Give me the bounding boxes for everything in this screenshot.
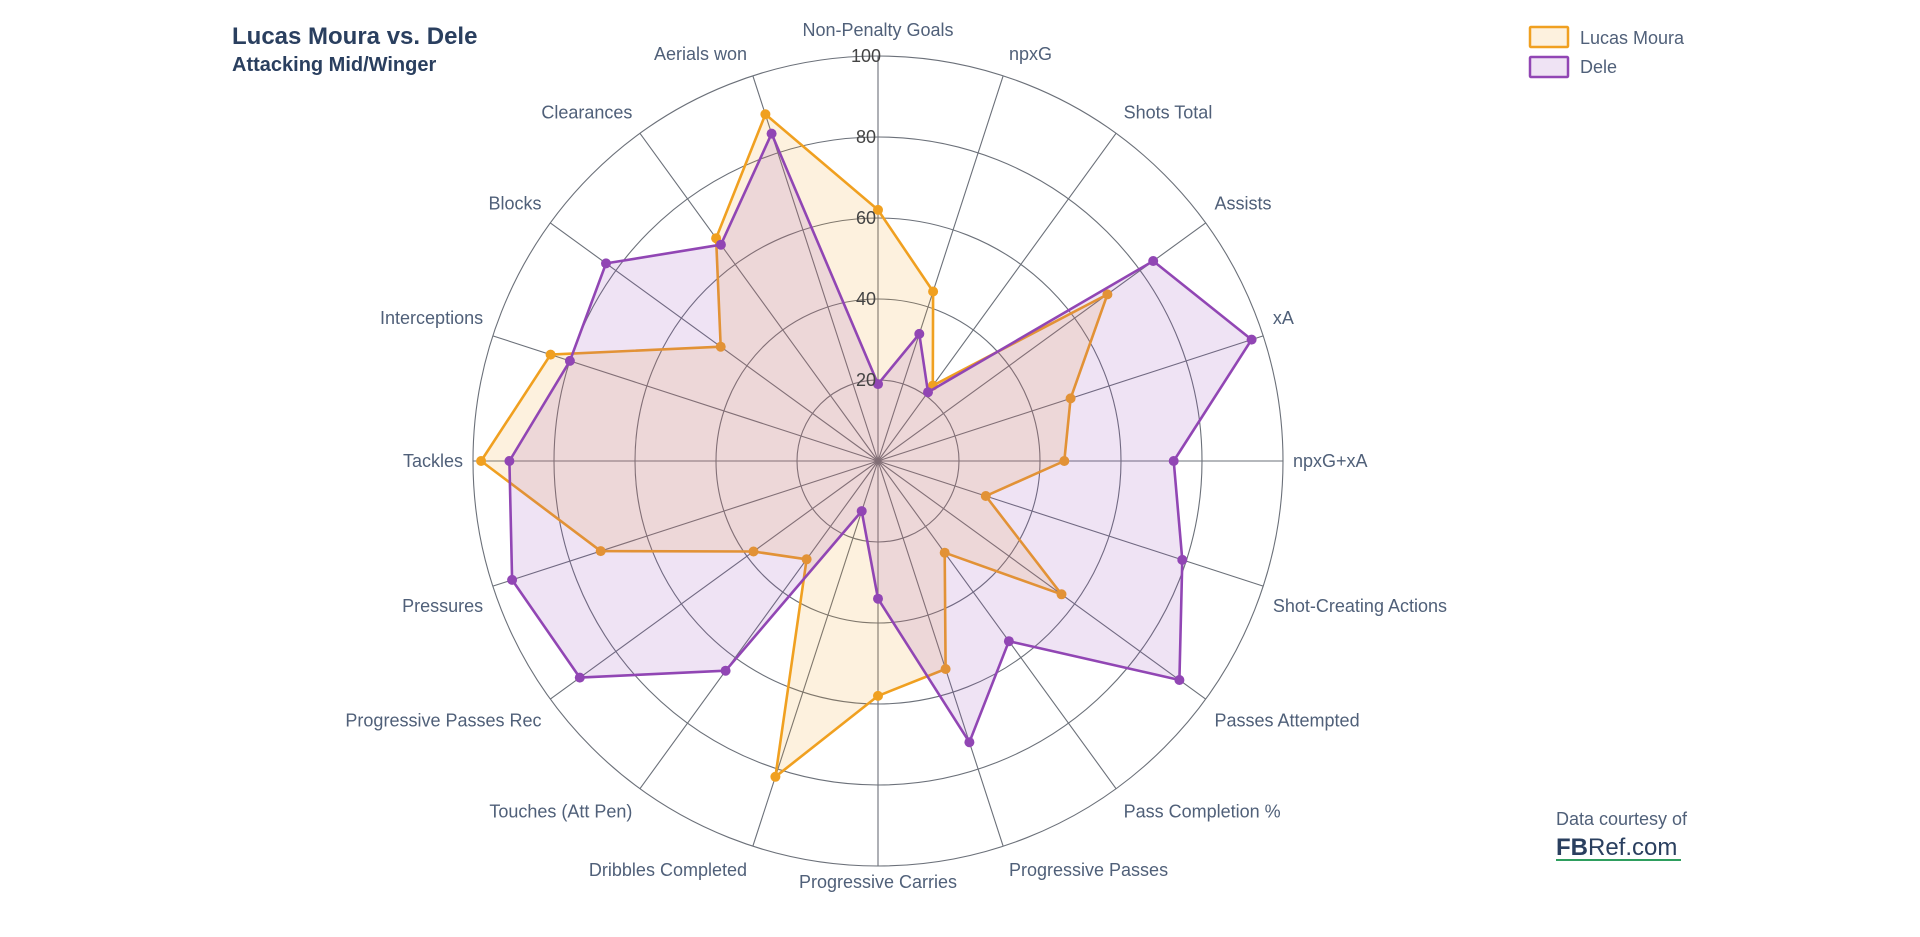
category-label-tackles: Tackles <box>403 451 463 471</box>
chart-subtitle: Attacking Mid/Winger <box>232 54 436 76</box>
data-credit: Data courtesy of FBRef.com <box>1556 809 1688 861</box>
series-lucas-moura <box>476 109 1113 782</box>
point-dele-assists[interactable] <box>1148 256 1159 266</box>
category-label-assists: Assists <box>1215 193 1272 213</box>
tick-label-80: 80 <box>856 127 876 147</box>
category-label-pass-completion: Pass Completion % <box>1124 802 1281 822</box>
spoke-pressures <box>492 460 879 587</box>
point-lucas-moura-pressures[interactable] <box>595 546 606 557</box>
category-label-progressive-passes: Progressive Passes <box>1009 860 1168 880</box>
legend-item-dele[interactable]: Dele <box>1528 55 1617 79</box>
credit-line: Data courtesy of <box>1556 809 1688 829</box>
spoke-passes-attempted <box>877 460 1206 700</box>
category-label-pressures: Pressures <box>402 596 483 616</box>
legend-label-dele: Dele <box>1580 57 1617 77</box>
spoke-npxg <box>877 75 1004 462</box>
series-dele <box>504 128 1257 748</box>
spoke-dribbles-completed <box>752 460 879 847</box>
category-label-passes-attempted: Passes Attempted <box>1215 711 1360 731</box>
point-lucas-moura-tackles[interactable] <box>476 456 487 466</box>
category-label-shot-creating-actions: Shot-Creating Actions <box>1273 596 1447 616</box>
point-lucas-moura-xa[interactable] <box>1065 393 1076 404</box>
point-dele-pass-completion[interactable] <box>1003 636 1014 647</box>
point-lucas-moura-assists[interactable] <box>1102 289 1113 300</box>
point-dele-npxg-xa[interactable] <box>1168 456 1179 466</box>
category-label-progressive-passes-rec: Progressive Passes Rec <box>345 711 541 731</box>
spoke-progressive-passes <box>877 460 1004 847</box>
category-label-progressive-carries: Progressive Carries <box>799 872 957 892</box>
spoke-shot-creating-actions <box>877 460 1264 587</box>
radial-tick-labels: 20 40 60 80 100 <box>851 46 881 390</box>
tick-label-60: 60 <box>856 208 876 228</box>
category-label-npxg: npxG <box>1009 44 1052 64</box>
point-lucas-moura-interceptions[interactable] <box>545 349 556 360</box>
point-lucas-moura-progressive-carries[interactable] <box>873 690 883 701</box>
point-dele-touches-att-pen[interactable] <box>720 665 731 676</box>
point-dele-shots-total[interactable] <box>923 387 933 398</box>
tick-label-100: 100 <box>851 46 881 66</box>
point-lucas-moura-touches-att-pen[interactable] <box>801 554 812 565</box>
point-dele-clearances[interactable] <box>715 239 726 250</box>
spoke-interceptions <box>492 335 879 462</box>
legend-item-lucas-moura[interactable]: Lucas Moura <box>1528 25 1685 49</box>
category-label-interceptions: Interceptions <box>380 308 483 328</box>
point-lucas-moura-blocks[interactable] <box>715 341 726 352</box>
category-label-dribbles-completed: Dribbles Completed <box>589 860 747 880</box>
point-dele-passes-attempted[interactable] <box>1174 675 1185 685</box>
spoke-pass-completion <box>877 460 1117 789</box>
point-lucas-moura-progressive-passes[interactable] <box>940 664 951 674</box>
category-label-blocks: Blocks <box>488 193 541 213</box>
legend-label-lucas-moura: Lucas Moura <box>1580 28 1685 48</box>
point-lucas-moura-non-penalty-goals[interactable] <box>873 204 883 215</box>
chart-title: Lucas Moura vs. Dele <box>232 23 477 50</box>
point-dele-blocks[interactable] <box>601 258 611 269</box>
point-dele-pressures[interactable] <box>507 574 518 585</box>
category-label-clearances: Clearances <box>541 103 632 123</box>
point-dele-xa[interactable] <box>1246 334 1257 345</box>
category-label-xa: xA <box>1273 308 1294 328</box>
spoke-clearances <box>639 133 879 462</box>
tick-label-20: 20 <box>856 370 876 390</box>
point-lucas-moura-npxg[interactable] <box>928 286 939 297</box>
category-labels: Non-Penalty Goals npxG Shots Total Assists x… <box>345 20 1447 892</box>
legend-swatch-lucas-moura <box>1528 25 1570 49</box>
point-dele-interceptions[interactable] <box>564 355 575 366</box>
category-label-npxg-xa: npxG+xA <box>1293 451 1368 471</box>
point-dele-aerials-won[interactable] <box>766 128 777 139</box>
category-label-aerials-won: Aerials won <box>654 44 747 64</box>
category-label-non-penalty-goals: Non-Penalty Goals <box>802 20 953 40</box>
point-dele-dribbles-completed[interactable] <box>856 506 867 517</box>
point-dele-tackles[interactable] <box>504 456 515 466</box>
point-lucas-moura-aerials-won[interactable] <box>760 109 771 120</box>
point-dele-non-penalty-goals[interactable] <box>873 379 883 390</box>
point-lucas-moura-pass-completion[interactable] <box>939 547 950 558</box>
category-label-shots-total: Shots Total <box>1124 103 1213 123</box>
point-dele-progressive-passes[interactable] <box>964 737 975 748</box>
spoke-shots-total <box>877 133 1117 462</box>
point-lucas-moura-npxg-xa[interactable] <box>1059 456 1070 466</box>
spoke-touches-att-pen <box>639 460 879 789</box>
legend-swatch-dele <box>1528 55 1570 79</box>
point-dele-progressive-carries[interactable] <box>873 593 883 604</box>
fbref-brand-bold: FB <box>1556 834 1588 861</box>
fbref-brand-rest: Ref.com <box>1588 834 1677 861</box>
point-lucas-moura-passes-attempted[interactable] <box>1056 589 1067 600</box>
point-dele-npxg[interactable] <box>914 328 925 339</box>
fbref-link[interactable]: FBRef.com <box>1556 834 1677 861</box>
point-dele-shot-creating-actions[interactable] <box>1177 554 1188 565</box>
point-dele-progressive-passes-rec[interactable] <box>574 672 585 683</box>
legend: Lucas Moura Dele <box>1528 25 1685 79</box>
point-lucas-moura-progressive-passes-rec[interactable] <box>748 546 759 557</box>
category-label-touches-att-pen: Touches (Att Pen) <box>489 802 632 822</box>
point-lucas-moura-shot-creating-actions[interactable] <box>980 491 991 501</box>
spoke-progressive-passes-rec <box>550 460 879 700</box>
point-lucas-moura-dribbles-completed[interactable] <box>770 771 781 782</box>
tick-label-40: 40 <box>856 289 876 309</box>
series-layer <box>476 109 1257 782</box>
